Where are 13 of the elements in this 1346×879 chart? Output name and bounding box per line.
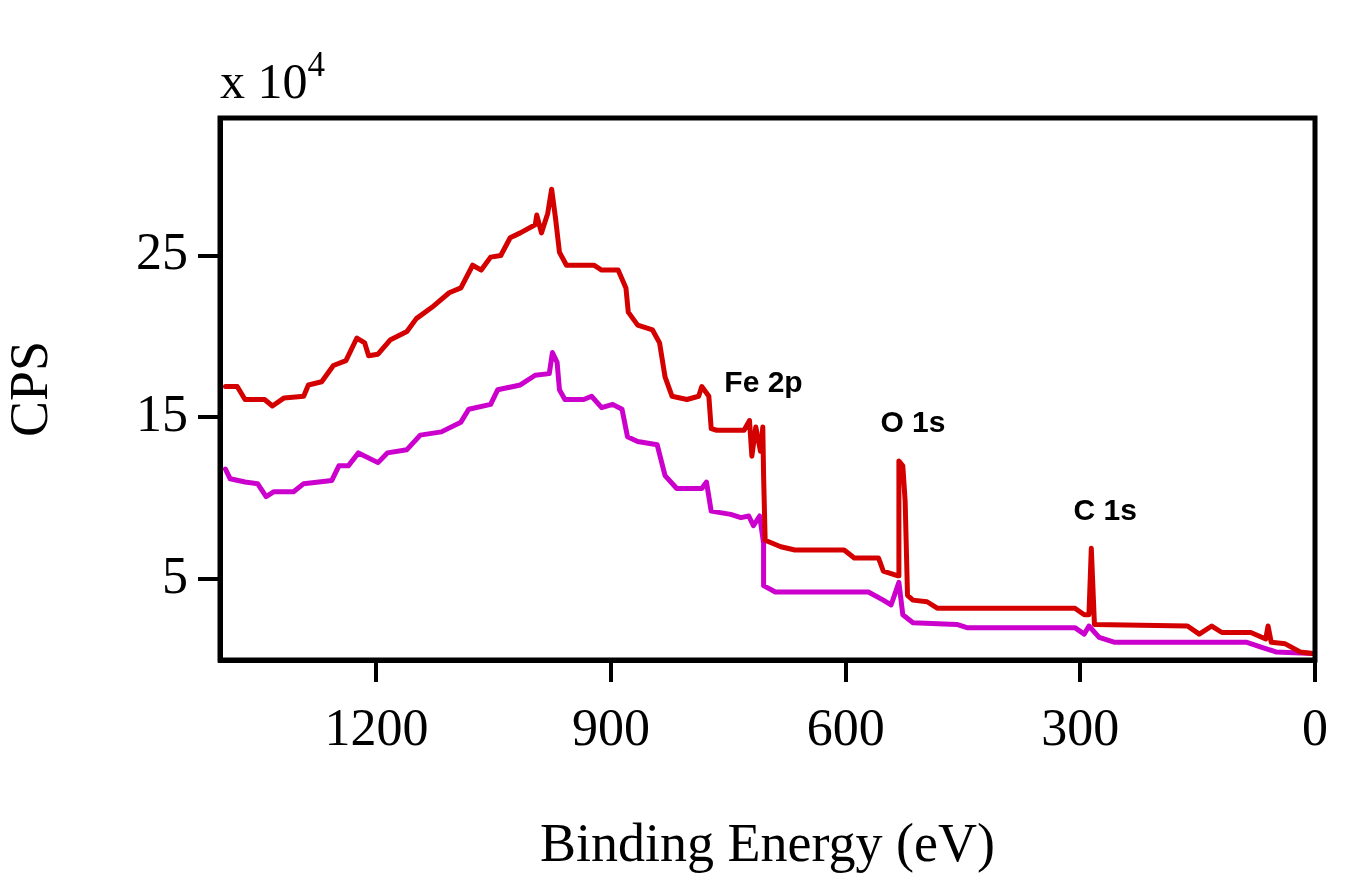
annotation: Fe 2p: [724, 364, 803, 398]
y-tick-label: 15: [136, 384, 188, 442]
x-tick-label: 900: [572, 698, 651, 756]
x-axis-title: Binding Energy (eV): [540, 812, 995, 873]
annotation: O 1s: [880, 405, 946, 439]
x-tick-label: 600: [806, 698, 885, 756]
x-tick-label: 1200: [324, 698, 429, 756]
x-tick-label: 300: [1041, 698, 1120, 756]
annotation: C 1s: [1073, 492, 1137, 526]
y-tick-label: 5: [162, 546, 188, 604]
x-tick-label: 0: [1302, 698, 1328, 756]
y-axis-title: CPS: [0, 340, 59, 438]
y-tick-label: 25: [136, 223, 188, 281]
